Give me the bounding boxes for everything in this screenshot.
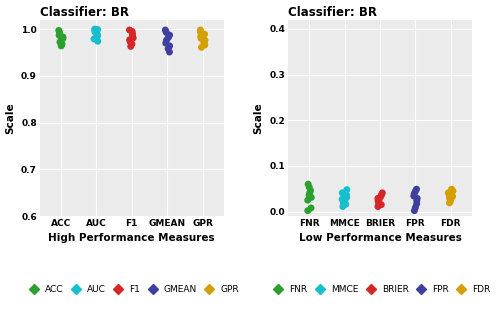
Point <box>197 36 205 41</box>
Y-axis label: Scale: Scale <box>6 102 16 134</box>
Point <box>126 27 134 32</box>
Point <box>339 204 347 209</box>
Point <box>55 28 63 33</box>
Legend: ACC, AUC, F1, GMEAN, GPR: ACC, AUC, F1, GMEAN, GPR <box>25 285 238 294</box>
Point <box>201 38 209 43</box>
Point <box>304 182 312 187</box>
Point <box>58 41 66 47</box>
Legend: FNR, MMCE, BRIER, FPR, FDR: FNR, MMCE, BRIER, FPR, FDR <box>270 285 490 294</box>
Point <box>448 194 456 199</box>
Point <box>308 195 316 200</box>
Point <box>164 46 172 51</box>
Point <box>449 188 457 194</box>
Point <box>196 29 204 34</box>
Point <box>305 193 313 198</box>
Point <box>306 185 314 190</box>
Point <box>126 37 134 42</box>
Point <box>448 187 456 192</box>
Point <box>377 202 385 207</box>
Point <box>166 43 173 48</box>
Point <box>338 190 346 195</box>
Point <box>374 200 382 205</box>
Point <box>94 39 102 44</box>
Point <box>91 29 99 34</box>
Point <box>126 39 134 44</box>
Point <box>413 198 421 203</box>
Point <box>378 190 386 195</box>
Point <box>413 196 421 201</box>
Point <box>378 192 386 197</box>
Point <box>412 187 420 192</box>
Point <box>446 198 454 204</box>
Point <box>304 198 312 203</box>
Point <box>306 188 314 193</box>
Text: Classifier: BR: Classifier: BR <box>40 5 129 19</box>
Point <box>59 34 67 39</box>
Point <box>59 36 67 41</box>
Point <box>340 200 347 205</box>
Point <box>377 194 385 199</box>
Point <box>128 29 136 34</box>
Point <box>126 44 134 49</box>
Point <box>200 40 208 45</box>
Point <box>162 38 170 43</box>
Point <box>445 192 453 197</box>
Point <box>93 34 101 39</box>
Point <box>57 38 65 43</box>
Point <box>412 189 420 194</box>
Point <box>90 27 98 32</box>
Point <box>196 34 204 39</box>
Y-axis label: Scale: Scale <box>254 102 264 134</box>
Point <box>162 30 170 35</box>
Point <box>412 205 420 210</box>
Point <box>162 40 170 46</box>
Point <box>307 205 315 211</box>
X-axis label: Low Performance Measures: Low Performance Measures <box>298 233 462 244</box>
Point <box>446 200 454 205</box>
Point <box>343 187 351 192</box>
Point <box>446 195 454 200</box>
Point <box>374 198 382 204</box>
Point <box>92 31 100 36</box>
Point <box>198 45 205 50</box>
Point <box>374 204 382 209</box>
Point <box>375 197 383 202</box>
Point <box>57 43 65 48</box>
Point <box>410 208 418 213</box>
Point <box>94 33 102 38</box>
Point <box>128 31 136 36</box>
Point <box>340 198 348 203</box>
Point <box>128 41 136 47</box>
Point <box>306 190 314 195</box>
Point <box>129 35 137 40</box>
Point <box>201 42 209 48</box>
Point <box>304 208 312 213</box>
Point <box>410 194 418 199</box>
Point <box>128 33 136 39</box>
Point <box>55 33 63 38</box>
Point <box>56 30 64 35</box>
Point <box>338 197 346 202</box>
Point <box>342 195 350 200</box>
Point <box>166 33 173 38</box>
Point <box>412 201 420 206</box>
Point <box>342 202 350 207</box>
Point <box>374 196 382 201</box>
Text: Classifier: BR: Classifier: BR <box>288 5 377 19</box>
Point <box>94 27 102 32</box>
Point <box>166 49 173 55</box>
Point <box>444 190 452 195</box>
Point <box>164 35 172 40</box>
X-axis label: High Performance Measures: High Performance Measures <box>48 233 215 244</box>
Point <box>446 197 454 202</box>
Point <box>56 39 64 45</box>
Point <box>196 27 204 32</box>
Point <box>90 36 98 41</box>
Point <box>410 191 418 196</box>
Point <box>91 28 99 33</box>
Point <box>342 193 350 198</box>
Point <box>200 32 208 37</box>
Point <box>162 27 170 32</box>
